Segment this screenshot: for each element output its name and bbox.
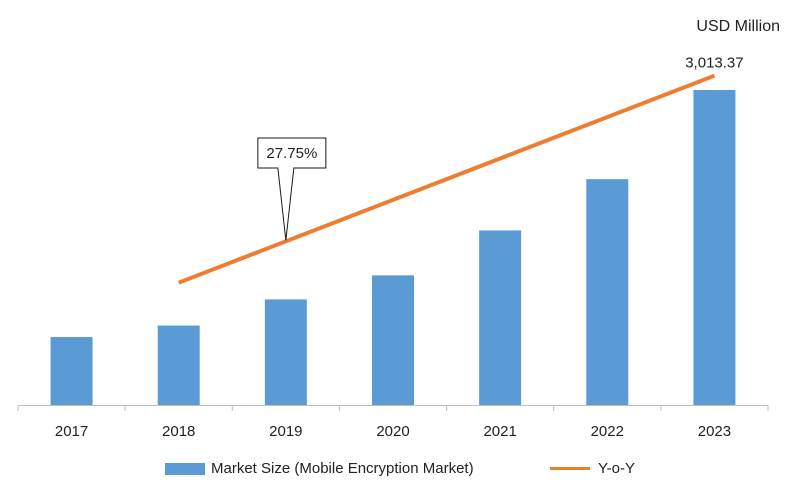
- x-tick-label-2023: 2023: [698, 423, 731, 440]
- legend-label-yoy: Y-o-Y: [598, 460, 635, 477]
- bar-2019: [264, 299, 307, 405]
- cagr-callout-box: [257, 137, 327, 241]
- bar-2021: [479, 230, 522, 405]
- x-tick-label-2020: 2020: [376, 423, 409, 440]
- x-tick-label-2021: 2021: [483, 423, 516, 440]
- bar-2022: [586, 179, 629, 405]
- legend-swatch-line: [550, 467, 590, 470]
- x-ticks-group: [17, 405, 769, 411]
- legend: Market Size (Mobile Encryption Market) Y…: [0, 460, 800, 484]
- bar-2018: [157, 325, 200, 405]
- x-tick-label-2018: 2018: [162, 423, 195, 440]
- x-tick-label-2022: 2022: [591, 423, 624, 440]
- legend-item-market-size: Market Size (Mobile Encryption Market): [165, 460, 474, 477]
- last-bar-value-label: 3,013.37: [685, 55, 743, 72]
- cagr-callout-label: 27.75%: [266, 145, 317, 162]
- unit-label: USD Million: [696, 18, 780, 35]
- x-tick-label-2017: 2017: [55, 423, 88, 440]
- yoy-trend-line: [177, 73, 716, 285]
- legend-label-market-size: Market Size (Mobile Encryption Market): [211, 460, 474, 477]
- bar-2020: [372, 275, 414, 405]
- legend-swatch-bar: [165, 462, 205, 475]
- bar-2017: [50, 337, 93, 405]
- x-tick-labels-group: 2017 2018 2019 2020 2021 2022 2023: [55, 423, 731, 440]
- legend-item-yoy: Y-o-Y: [550, 460, 635, 477]
- bar-2023: [693, 89, 736, 405]
- x-tick-label-2019: 2019: [269, 423, 302, 440]
- bars-group: [50, 89, 736, 405]
